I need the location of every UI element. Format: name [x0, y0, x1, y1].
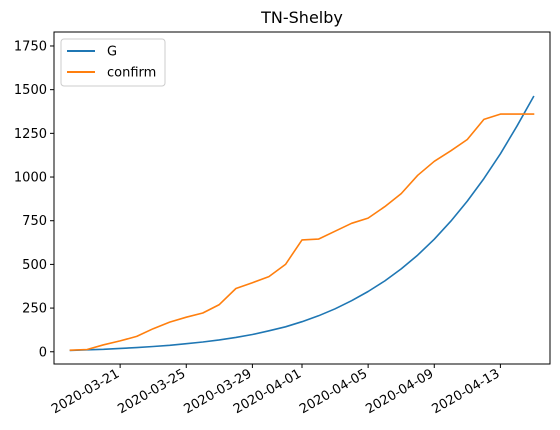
y-tick-label: 0 [39, 345, 47, 360]
x-axis: 2020-03-212020-03-252020-03-292020-04-01… [49, 364, 502, 417]
x-tick-label: 2020-04-13 [429, 366, 502, 417]
y-tick-label: 1000 [14, 171, 47, 186]
series-line-g [69, 95, 535, 352]
y-tick-label: 1500 [14, 83, 47, 98]
x-tick-label: 2020-03-25 [115, 366, 188, 417]
y-tick-label: 250 [22, 302, 47, 317]
y-axis: 0 250 500 750 1000 1250 1500 1750 [14, 39, 54, 360]
series-layer [69, 95, 535, 352]
chart-title: TN-Shelby [260, 8, 343, 27]
y-tick-label: 500 [22, 258, 47, 273]
series-line-confirm [69, 113, 535, 352]
y-tick-label: 1750 [14, 39, 47, 54]
x-tick-label: 2020-03-21 [49, 366, 122, 417]
legend-label-g: G [107, 45, 117, 60]
legend: G confirm [60, 38, 166, 87]
x-tick-label: 2020-04-09 [363, 366, 436, 417]
y-tick-label: 1250 [14, 127, 47, 142]
legend-label-confirm: confirm [107, 66, 156, 81]
y-tick-label: 750 [22, 214, 47, 229]
x-tick-label: 2020-04-05 [297, 366, 370, 417]
